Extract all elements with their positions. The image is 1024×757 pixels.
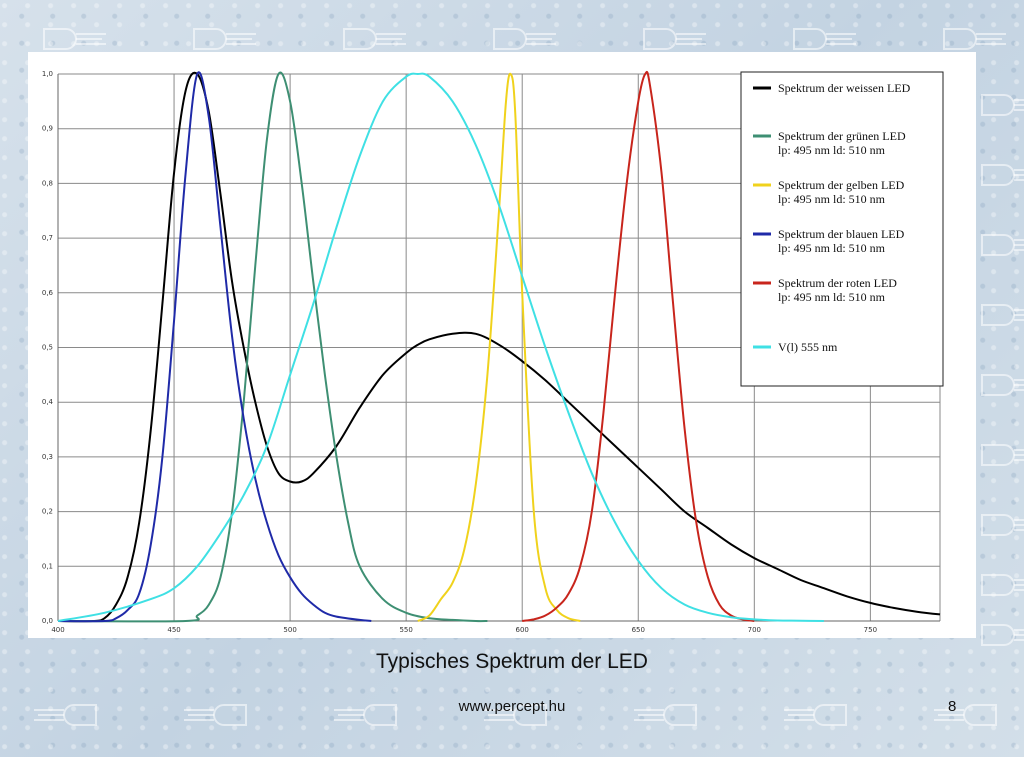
led-icon-shape: [981, 234, 1024, 256]
page-number: 8: [948, 698, 957, 715]
series-line-6: [57, 72, 824, 622]
background-led-icon: [978, 90, 1024, 120]
x-tick-label: 550: [399, 626, 412, 634]
led-icon-shape: [981, 444, 1024, 466]
legend: Spektrum der weissen LED Spektrum der grü…: [740, 71, 944, 387]
legend-label: Spektrum der grünen LED: [778, 129, 906, 143]
x-tick-label: 650: [632, 626, 645, 634]
background-led-icon: [40, 24, 110, 54]
led-icon-shape: [981, 574, 1024, 596]
x-tick-label: 450: [167, 626, 180, 634]
background-led-icon: [30, 700, 100, 730]
background-led-icon: [780, 700, 850, 730]
y-tick-label: 0,5: [42, 344, 53, 352]
y-tick-label: 0,4: [42, 398, 54, 406]
led-icon-shape: [981, 374, 1024, 396]
series-line-2: [57, 71, 488, 623]
led-icon-shape: [981, 304, 1024, 326]
series-line-4: [57, 71, 372, 623]
x-tick-label: 600: [516, 626, 529, 634]
background-led-icon: [978, 160, 1024, 190]
background-led-icon: [978, 370, 1024, 400]
y-tick-label: 0,7: [42, 234, 53, 242]
x-tick-label: 750: [864, 626, 877, 634]
series-line-3: [417, 72, 581, 622]
background-led-icon: [978, 230, 1024, 260]
led-icon-shape: [343, 28, 406, 50]
led-icon-shape: [793, 28, 856, 50]
x-tick-label: 400: [51, 626, 64, 634]
background-led-icon: [978, 570, 1024, 600]
background-led-icon: [630, 700, 700, 730]
led-icon-shape: [193, 28, 256, 50]
y-tick-label: 0,6: [42, 289, 54, 297]
legend-label: lp: 495 nm ld: 510 nm: [778, 192, 886, 206]
y-tick-label: 0,8: [42, 179, 53, 187]
y-tick-label: 0,0: [42, 617, 53, 625]
background-led-icon: [640, 24, 710, 54]
led-icon-shape: [784, 704, 847, 726]
led-icon-shape: [184, 704, 247, 726]
x-tick-label: 500: [283, 626, 296, 634]
led-icon-shape: [943, 28, 1006, 50]
legend-label: Spektrum der blauen LED: [778, 227, 905, 241]
y-tick-label: 0,9: [42, 125, 53, 133]
background-led-icon: [978, 620, 1024, 650]
led-icon-shape: [493, 28, 556, 50]
y-tick-label: 0,3: [42, 453, 53, 461]
background-led-icon: [490, 24, 560, 54]
legend-box: [740, 71, 944, 387]
background-led-icon: [480, 700, 550, 730]
legend-label: V(l) 555 nm: [778, 340, 838, 354]
background-led-icon: [940, 24, 1010, 54]
y-tick-label: 1,0: [42, 70, 53, 78]
led-icon-shape: [34, 704, 97, 726]
background-led-icon: [978, 300, 1024, 330]
background-led-icon: [790, 24, 860, 54]
led-icon-shape: [643, 28, 706, 50]
legend-label: lp: 495 nm ld: 510 nm: [778, 290, 886, 304]
led-icon-shape: [981, 94, 1024, 116]
led-icon-shape: [934, 704, 997, 726]
footer-url: www.percept.hu: [458, 698, 566, 715]
legend-label: Spektrum der weissen LED: [778, 81, 911, 95]
background-led-icon: [978, 440, 1024, 470]
series-line-5: [522, 70, 755, 622]
led-icon-shape: [981, 514, 1024, 536]
background-led-icon: [930, 700, 1000, 730]
led-icon-shape: [981, 624, 1024, 646]
led-icon-shape: [484, 704, 547, 726]
background-led-icon: [340, 24, 410, 54]
background-led-icon: [180, 700, 250, 730]
slide-caption: Typisches Spektrum der LED: [376, 650, 648, 673]
legend-label: Spektrum der roten LED: [778, 276, 897, 290]
legend-label: lp: 495 nm ld: 510 nm: [778, 241, 886, 255]
led-icon-shape: [334, 704, 397, 726]
led-icon-shape: [43, 28, 106, 50]
x-tick-label: 700: [748, 626, 761, 634]
spectrum-chart: 0,0 0,1 0,2 0,3 0,4 0,5 0,6 0,7 0,8 0,9 1,0 400 450 5…: [42, 70, 944, 634]
y-tick-label: 0,1: [42, 562, 53, 570]
legend-label: Spektrum der gelben LED: [778, 178, 905, 192]
background-led-icon: [190, 24, 260, 54]
y-tick-label: 0,2: [42, 508, 53, 516]
led-icon-shape: [981, 164, 1024, 186]
series-line-1: [57, 71, 941, 623]
background-led-icon: [330, 700, 400, 730]
led-icon-shape: [634, 704, 697, 726]
background-led-icon: [978, 510, 1024, 540]
legend-label: lp: 495 nm ld: 510 nm: [778, 143, 886, 157]
chart-panel: 0,0 0,1 0,2 0,3 0,4 0,5 0,6 0,7 0,8 0,9 1,0 400 450 5…: [28, 52, 976, 638]
